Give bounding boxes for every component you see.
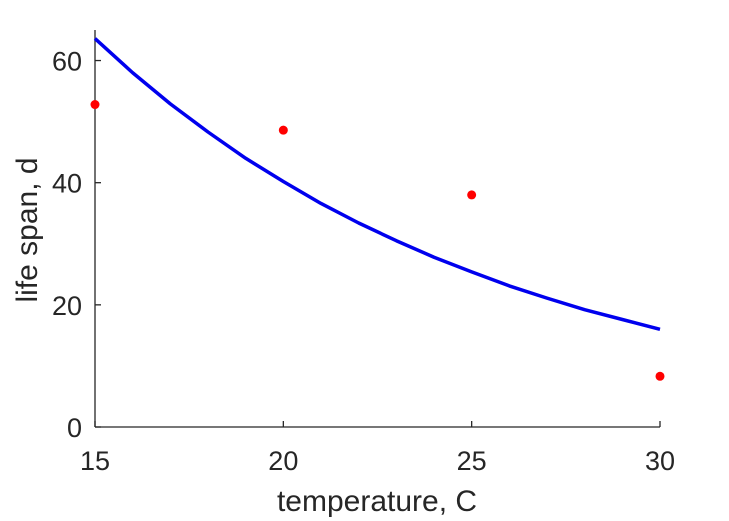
data-points-layer xyxy=(90,100,665,381)
y-tick-label: 20 xyxy=(52,291,82,321)
data-point xyxy=(467,190,477,200)
data-point xyxy=(278,125,288,135)
data-point xyxy=(655,371,665,381)
x-axis-label: temperature, C xyxy=(277,485,477,518)
x-tick-label: 15 xyxy=(80,446,110,476)
axes xyxy=(94,30,660,428)
x-tick-label: 30 xyxy=(645,446,675,476)
y-tick-label: 0 xyxy=(67,413,82,443)
x-tick-label: 25 xyxy=(457,446,487,476)
x-tick-label: 20 xyxy=(268,446,298,476)
y-tick-label: 40 xyxy=(52,169,82,199)
y-ticks: 0 20 40 60 xyxy=(52,47,101,443)
y-axis-label: life span, d xyxy=(11,157,44,302)
fit-curve-layer xyxy=(93,37,661,331)
x-ticks: 15 20 25 30 xyxy=(80,421,675,476)
y-tick-label: 60 xyxy=(52,47,82,77)
data-point xyxy=(90,100,100,110)
fit-curve-line xyxy=(93,37,661,331)
